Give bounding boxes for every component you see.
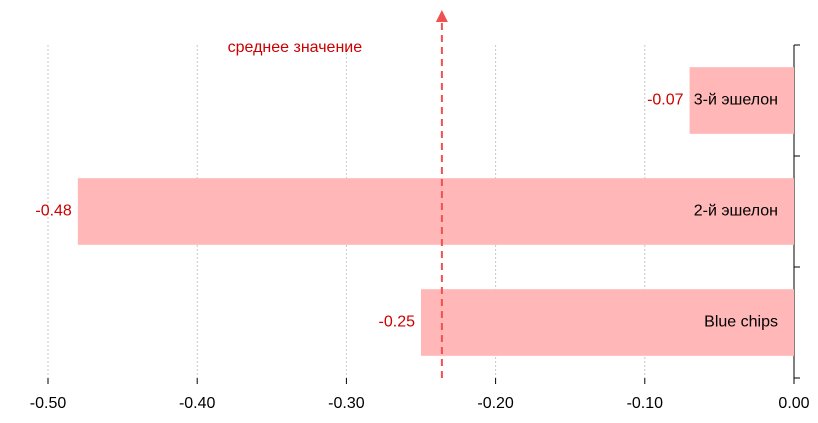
value-label: -0.48 xyxy=(35,203,72,220)
value-label: -0.25 xyxy=(379,314,416,331)
x-tick-label: -0.10 xyxy=(627,395,664,412)
x-tick-label: 0.00 xyxy=(778,395,809,412)
category-label: 3-й эшелон xyxy=(694,92,778,109)
x-tick-label: -0.20 xyxy=(477,395,514,412)
bar xyxy=(77,178,795,245)
category-label: Blue chips xyxy=(704,314,778,331)
mean-label: среднее значение xyxy=(228,39,363,56)
x-tick-label: -0.50 xyxy=(30,395,67,412)
value-label: -0.07 xyxy=(647,92,684,109)
bar xyxy=(421,289,794,356)
bar xyxy=(689,67,794,134)
x-tick-label: -0.40 xyxy=(179,395,216,412)
category-label: 2-й эшелон xyxy=(694,203,778,220)
x-tick-label: -0.30 xyxy=(328,395,365,412)
